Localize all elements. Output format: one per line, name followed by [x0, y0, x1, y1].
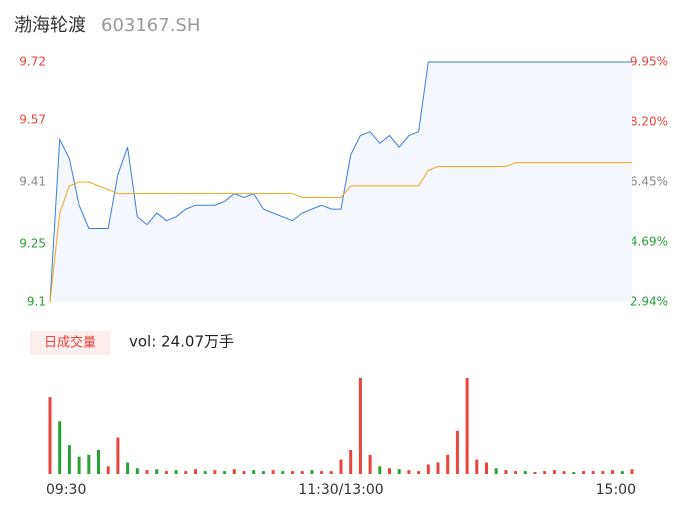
- volume-bar: [320, 471, 324, 474]
- volume-bar: [455, 430, 459, 474]
- volume-bar: [281, 471, 285, 474]
- volume-bar: [58, 421, 62, 474]
- volume-bar: [562, 471, 566, 474]
- volume-bar: [620, 471, 624, 474]
- volume-bar: [397, 469, 401, 474]
- volume-legend-box: [30, 331, 110, 355]
- volume-bar: [213, 470, 217, 474]
- volume-bar: [378, 466, 382, 474]
- volume-bar: [261, 471, 265, 474]
- y2-tick-label: 6.45%: [630, 174, 668, 188]
- volume-bar: [339, 459, 343, 474]
- volume-total: vol: 24.07万手: [129, 333, 234, 351]
- y-tick-label: 9.1: [27, 295, 46, 309]
- volume-bar: [417, 471, 421, 474]
- x-tick-label: 09:30: [46, 482, 86, 498]
- average-line: [49, 162, 632, 303]
- volume-bar: [504, 470, 508, 474]
- y-tick-label: 9.72: [19, 55, 46, 69]
- y2-tick-label: 2.94%: [630, 295, 668, 309]
- volume-bar: [252, 470, 256, 474]
- volume-bar: [232, 469, 236, 474]
- volume-legend: 日成交量: [44, 335, 96, 351]
- volume-bar: [271, 470, 275, 474]
- volume-bar: [184, 471, 188, 474]
- volume-bar: [514, 471, 518, 474]
- volume-bar: [368, 454, 372, 474]
- volume-bar: [543, 471, 547, 474]
- volume-bar: [475, 459, 479, 474]
- stock-name: 渤海轮渡: [14, 15, 86, 36]
- volume-bar: [349, 450, 353, 474]
- volume-bar: [523, 471, 527, 474]
- volume-bar: [630, 469, 634, 474]
- stock-code: 603167.SH: [101, 15, 200, 36]
- volume-bar: [126, 462, 130, 474]
- volume-bar: [611, 470, 615, 474]
- volume-bar: [48, 397, 52, 474]
- y2-tick-label: 8.20%: [630, 114, 668, 128]
- price-area: [50, 62, 632, 302]
- price-line: [49, 61, 632, 303]
- volume-bar: [426, 464, 430, 474]
- volume-bar: [164, 471, 168, 474]
- volume-bar: [465, 378, 469, 474]
- y2-tick-label: 9.95%: [630, 55, 668, 69]
- volume-bar: [436, 462, 440, 474]
- volume-bar: [358, 378, 362, 474]
- volume-bar: [106, 466, 110, 474]
- volume-bar: [407, 470, 411, 474]
- x-tick-label: 15:00: [596, 482, 636, 498]
- volume-bar: [494, 468, 498, 474]
- volume-bar: [485, 462, 488, 474]
- x-tick-label: 11:30/13:00: [298, 482, 383, 498]
- volume-bar: [77, 456, 81, 474]
- volume-bar: [194, 469, 197, 474]
- volume-bar: [582, 471, 585, 474]
- y-tick-label: 9.41: [19, 175, 46, 189]
- y2-tick-label: 4.69%: [630, 235, 668, 249]
- volume-bar: [155, 469, 159, 474]
- volume-bar: [300, 471, 304, 474]
- volume-bar: [203, 471, 207, 474]
- volume-bar: [572, 472, 576, 474]
- volume-bar: [97, 450, 100, 474]
- volume-bar: [145, 470, 149, 474]
- volume-bar: [591, 471, 595, 474]
- volume-bar: [67, 445, 71, 474]
- volume-bar: [87, 454, 91, 474]
- volume-bar: [388, 468, 391, 474]
- y-tick-label: 9.57: [19, 113, 46, 127]
- volume-bar: [310, 470, 314, 474]
- volume-bar: [291, 471, 294, 474]
- volume-bar: [601, 471, 605, 474]
- volume-bar: [552, 470, 556, 474]
- volume-bar: [329, 471, 333, 474]
- volume-bar: [135, 468, 139, 474]
- volume-bar: [533, 472, 537, 474]
- volume-bar: [223, 471, 227, 474]
- volume-bar: [242, 471, 246, 474]
- volume-bar: [174, 470, 178, 474]
- y-tick-label: 9.25: [19, 236, 46, 250]
- volume-bar: [116, 437, 120, 474]
- volume-bar: [446, 454, 450, 474]
